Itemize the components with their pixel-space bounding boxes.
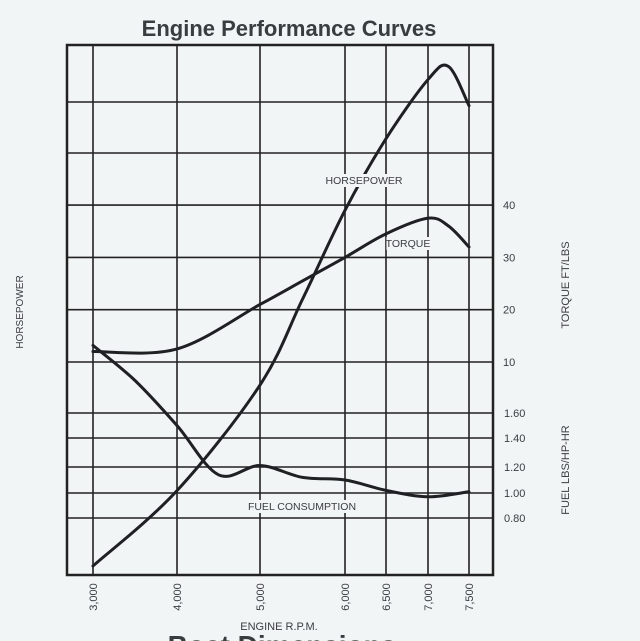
left-axis-label: HORSEPOWER (15, 275, 26, 348)
series-label-bg (244, 500, 360, 513)
x-tick-label: 5,000 (255, 583, 267, 611)
x-tick-label: 4,000 (172, 583, 184, 611)
right-axis-label-fuel: FUEL LBS/HP-HR (560, 425, 572, 515)
torque-tick-label: 40 (503, 200, 515, 212)
labels: 3,000 4,000 5,000 6,000 6,500 7,000 7,500 40 30 2… (88, 174, 525, 611)
torque-tick-label: 30 (503, 252, 515, 264)
series-label-bg (386, 237, 430, 250)
x-tick-label: 3,000 (88, 583, 100, 611)
series-fuel-consumption (91, 343, 471, 499)
series-horsepower (91, 63, 471, 568)
torque-tick-label: 20 (503, 305, 515, 317)
fuel-tick-label: 1.40 (504, 433, 525, 445)
x-tick-label: 6,500 (381, 583, 393, 611)
fuel-tick-label: 0.80 (504, 513, 525, 525)
footer-heading: Boat Dimensions (168, 630, 397, 641)
series-label: FUEL CONSUMPTION (248, 501, 356, 513)
x-axis-label: ENGINE R.P.M. (240, 621, 317, 633)
torque-tick-label: 10 (503, 357, 515, 369)
series-label: HORSEPOWER (325, 175, 402, 187)
fuel-tick-label: 1.00 (504, 488, 525, 500)
x-tick-label: 7,000 (423, 583, 435, 611)
series-label: TORQUE (386, 238, 431, 250)
grid (65, 43, 495, 577)
chart-title: Engine Performance Curves (142, 16, 437, 41)
series-torque (91, 216, 471, 355)
curves (91, 63, 471, 568)
fuel-tick-label: 1.20 (504, 462, 525, 474)
x-tick-label: 6,000 (340, 583, 352, 611)
series-label-bg (328, 174, 400, 187)
right-axis-label-torque: TORQUE FT/LBS (560, 241, 572, 328)
x-tick-label: 7,500 (464, 583, 476, 611)
fuel-tick-label: 1.60 (504, 408, 525, 420)
